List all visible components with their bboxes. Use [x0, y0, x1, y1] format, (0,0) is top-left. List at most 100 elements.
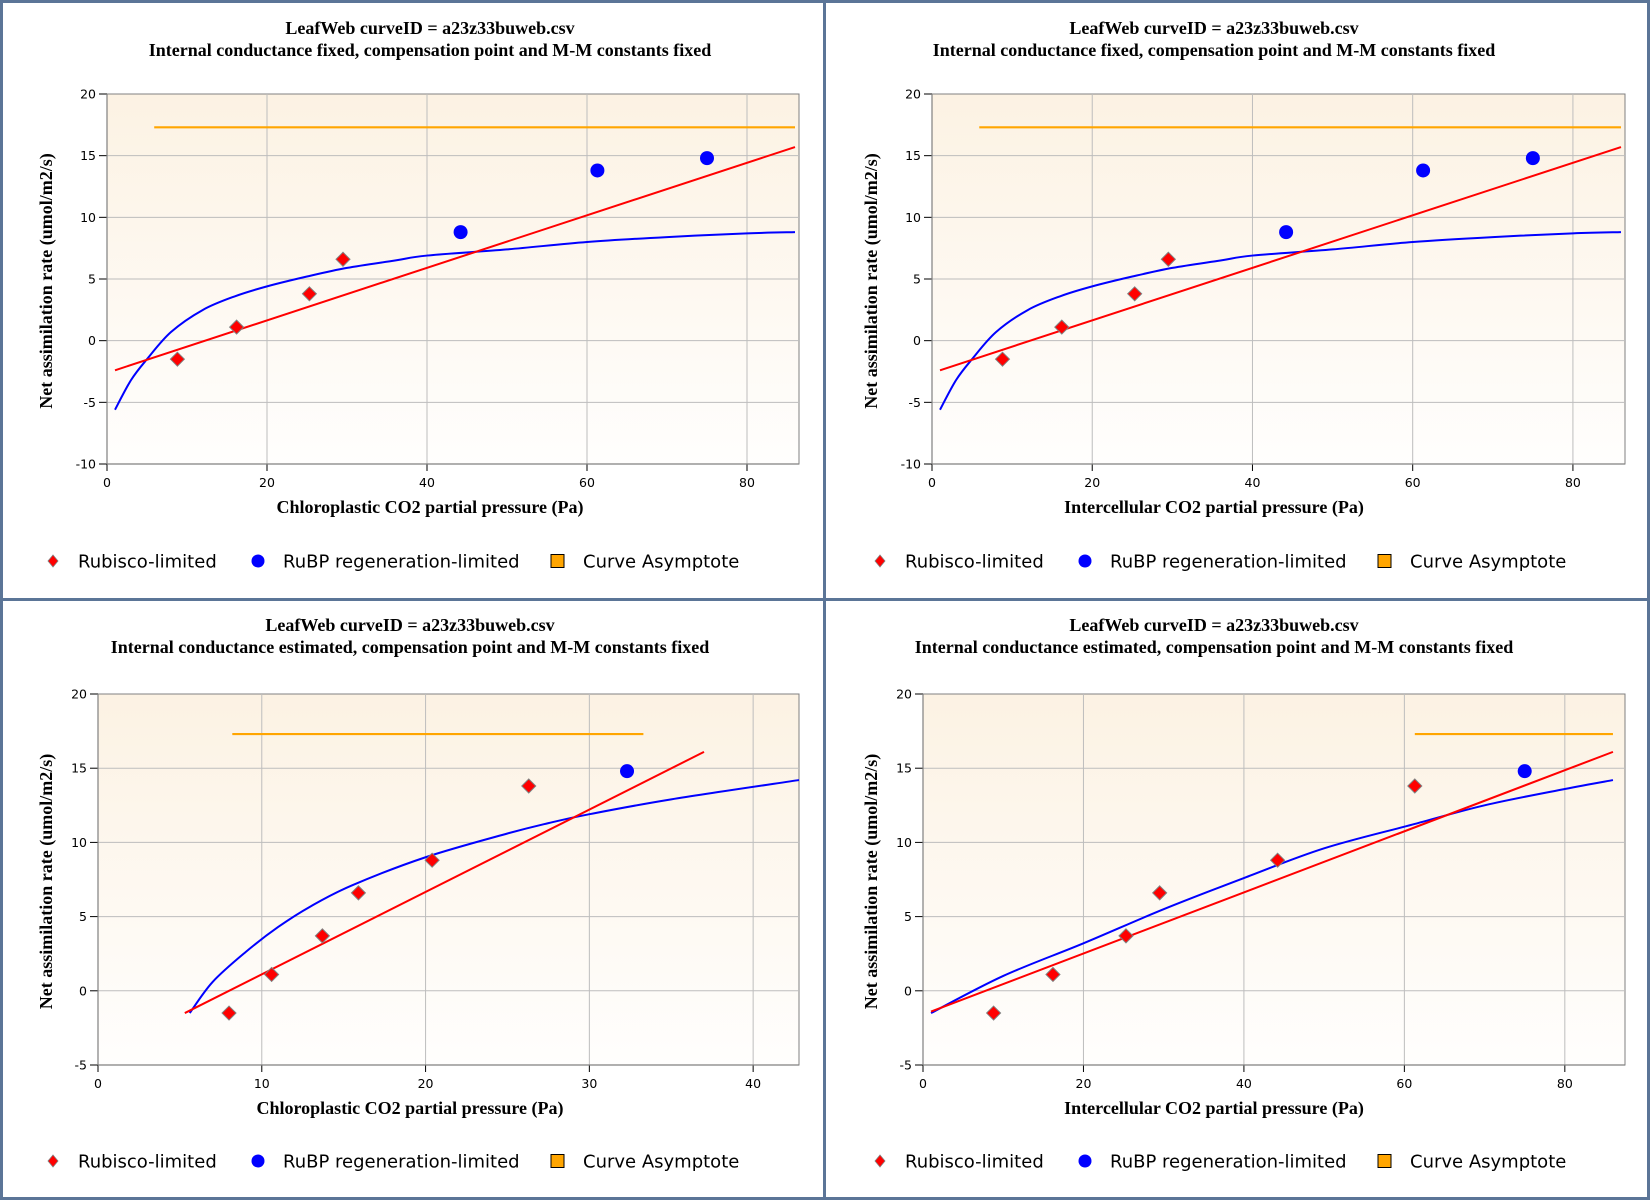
- rubp-point: [453, 225, 468, 240]
- chart-2: LeafWeb curveID = a23z33buweb.csvInterna…: [36, 615, 800, 1173]
- chart-legend: Rubisco-limited RuBP regeneration-limited…: [47, 552, 739, 573]
- rubisco-point: [1151, 885, 1168, 901]
- y-tick-label: 0: [79, 983, 87, 998]
- y-tick-label: 10: [71, 835, 87, 850]
- legend-asymptote-icon: [1377, 554, 1392, 568]
- rubisco-point: [1126, 286, 1143, 302]
- chart-1: LeafWeb curveID = a23z33buweb.csvInterna…: [861, 18, 1626, 573]
- legend-asymptote-icon: [1377, 1154, 1392, 1168]
- rubp-point: [700, 151, 714, 166]
- legend-rubp-label: RuBP regeneration-limited: [283, 1152, 520, 1173]
- legend-asymptote-icon: [550, 1154, 565, 1168]
- chart-subtitle: Internal conductance fixed, compensation…: [933, 40, 1496, 60]
- rubisco-point: [314, 928, 331, 944]
- legend-asymptote-icon: [550, 554, 565, 568]
- x-tick-label: 20: [418, 1076, 434, 1091]
- y-tick-label: 10: [896, 835, 912, 850]
- x-axis-label: Chloroplastic CO2 partial pressure (Pa): [257, 1098, 564, 1119]
- rubisco-point: [221, 1005, 237, 1021]
- legend-asymptote-label: Curve Asymptote: [1410, 1152, 1566, 1173]
- rubp-point: [1279, 225, 1294, 240]
- y-tick-label: 0: [88, 333, 96, 348]
- x-axis-label: Intercellular CO2 partial pressure (Pa): [1064, 1098, 1364, 1119]
- rubp-point: [620, 764, 635, 779]
- x-tick-label: 20: [1084, 475, 1100, 490]
- rubisco-point: [521, 778, 537, 794]
- x-tick-label: 30: [581, 1076, 597, 1091]
- rubp-fit-curve: [939, 231, 1622, 411]
- y-tick-label: 20: [896, 687, 912, 702]
- rubp-point: [1517, 764, 1532, 779]
- y-tick-label: 5: [913, 272, 921, 287]
- y-tick-label: -10: [901, 457, 921, 472]
- y-tick-label: -5: [900, 1058, 912, 1073]
- x-tick-label: 60: [579, 475, 595, 490]
- x-axis-label: Chloroplastic CO2 partial pressure (Pa): [277, 497, 584, 518]
- rubisco-point: [1054, 319, 1070, 335]
- y-tick-label: 15: [71, 761, 87, 776]
- legend-rubp-icon: [1078, 1154, 1092, 1168]
- y-tick-label: 0: [913, 333, 921, 348]
- x-tick-label: 40: [745, 1076, 761, 1091]
- rubisco-point: [263, 966, 280, 983]
- rubisco-point: [424, 852, 440, 868]
- y-axis-label: Net assimilation rate (umol/m2/s): [861, 153, 882, 408]
- y-tick-label: 5: [79, 909, 87, 924]
- legend-rubp-label: RuBP regeneration-limited: [283, 552, 520, 573]
- legend-asymptote-label: Curve Asymptote: [583, 552, 739, 573]
- x-tick-label: 0: [103, 475, 111, 490]
- rubisco-point: [335, 251, 351, 267]
- x-tick-label: 80: [1565, 475, 1581, 490]
- x-tick-label: 80: [739, 475, 755, 490]
- chart-title: LeafWeb curveID = a23z33buweb.csv: [1069, 18, 1358, 38]
- y-tick-label: 20: [905, 87, 921, 102]
- legend-rubp-icon: [251, 554, 265, 568]
- legend-rubp-icon: [251, 1154, 265, 1168]
- legend-rubisco-label: Rubisco-limited: [78, 1152, 217, 1173]
- rubisco-point: [350, 885, 367, 901]
- rubisco-fit-line: [939, 146, 1622, 372]
- x-tick-label: 60: [1396, 1076, 1412, 1091]
- y-axis-label: Net assimilation rate (umol/m2/s): [36, 754, 57, 1009]
- rubisco-point: [301, 286, 318, 302]
- x-tick-label: 80: [1557, 1076, 1573, 1091]
- chart-subtitle: Internal conductance fixed, compensation…: [149, 40, 712, 60]
- x-tick-label: 40: [1236, 1076, 1252, 1091]
- y-tick-label: -5: [909, 395, 921, 410]
- legend-rubisco-label: Rubisco-limited: [78, 552, 217, 573]
- legend-rubisco-icon: [47, 554, 59, 568]
- chart-title: LeafWeb curveID = a23z33buweb.csv: [285, 18, 574, 38]
- chart-title: LeafWeb curveID = a23z33buweb.csv: [265, 615, 554, 635]
- rubp-point: [1525, 151, 1540, 166]
- x-tick-label: 10: [254, 1076, 270, 1091]
- y-tick-label: 10: [80, 210, 96, 225]
- legend-rubp-icon: [1078, 554, 1092, 568]
- rubp-point: [590, 163, 605, 178]
- x-tick-label: 0: [919, 1076, 927, 1091]
- y-axis-label: Net assimilation rate (umol/m2/s): [36, 153, 57, 408]
- legend-rubisco-icon: [874, 1154, 886, 1168]
- rubisco-point: [1269, 852, 1286, 868]
- rubp-fit-curve: [930, 779, 1614, 1014]
- y-tick-label: 15: [905, 148, 921, 163]
- y-tick-label: 15: [896, 761, 912, 776]
- rubisco-point: [1160, 251, 1177, 267]
- rubp-point: [1416, 163, 1431, 178]
- x-tick-label: 40: [1245, 475, 1261, 490]
- rubisco-fit-line: [930, 750, 1614, 1013]
- chart-legend: Rubisco-limited RuBP regeneration-limited…: [874, 552, 1566, 573]
- chart-legend: Rubisco-limited RuBP regeneration-limited…: [874, 1152, 1566, 1173]
- plot-area: [922, 693, 1626, 1066]
- chart-subtitle: Internal conductance estimated, compensa…: [915, 637, 1514, 657]
- chart-subtitle: Internal conductance estimated, compensa…: [111, 637, 710, 657]
- y-tick-label: -5: [75, 1058, 87, 1073]
- rubisco-point: [228, 319, 245, 335]
- legend-asymptote-label: Curve Asymptote: [583, 1152, 739, 1173]
- legend-rubp-label: RuBP regeneration-limited: [1110, 552, 1347, 573]
- y-tick-label: 20: [71, 687, 87, 702]
- legend-rubisco-icon: [874, 554, 886, 568]
- rubisco-point: [985, 1005, 1002, 1021]
- x-tick-label: 60: [1405, 475, 1421, 490]
- rubp-fit-curve: [188, 779, 800, 1014]
